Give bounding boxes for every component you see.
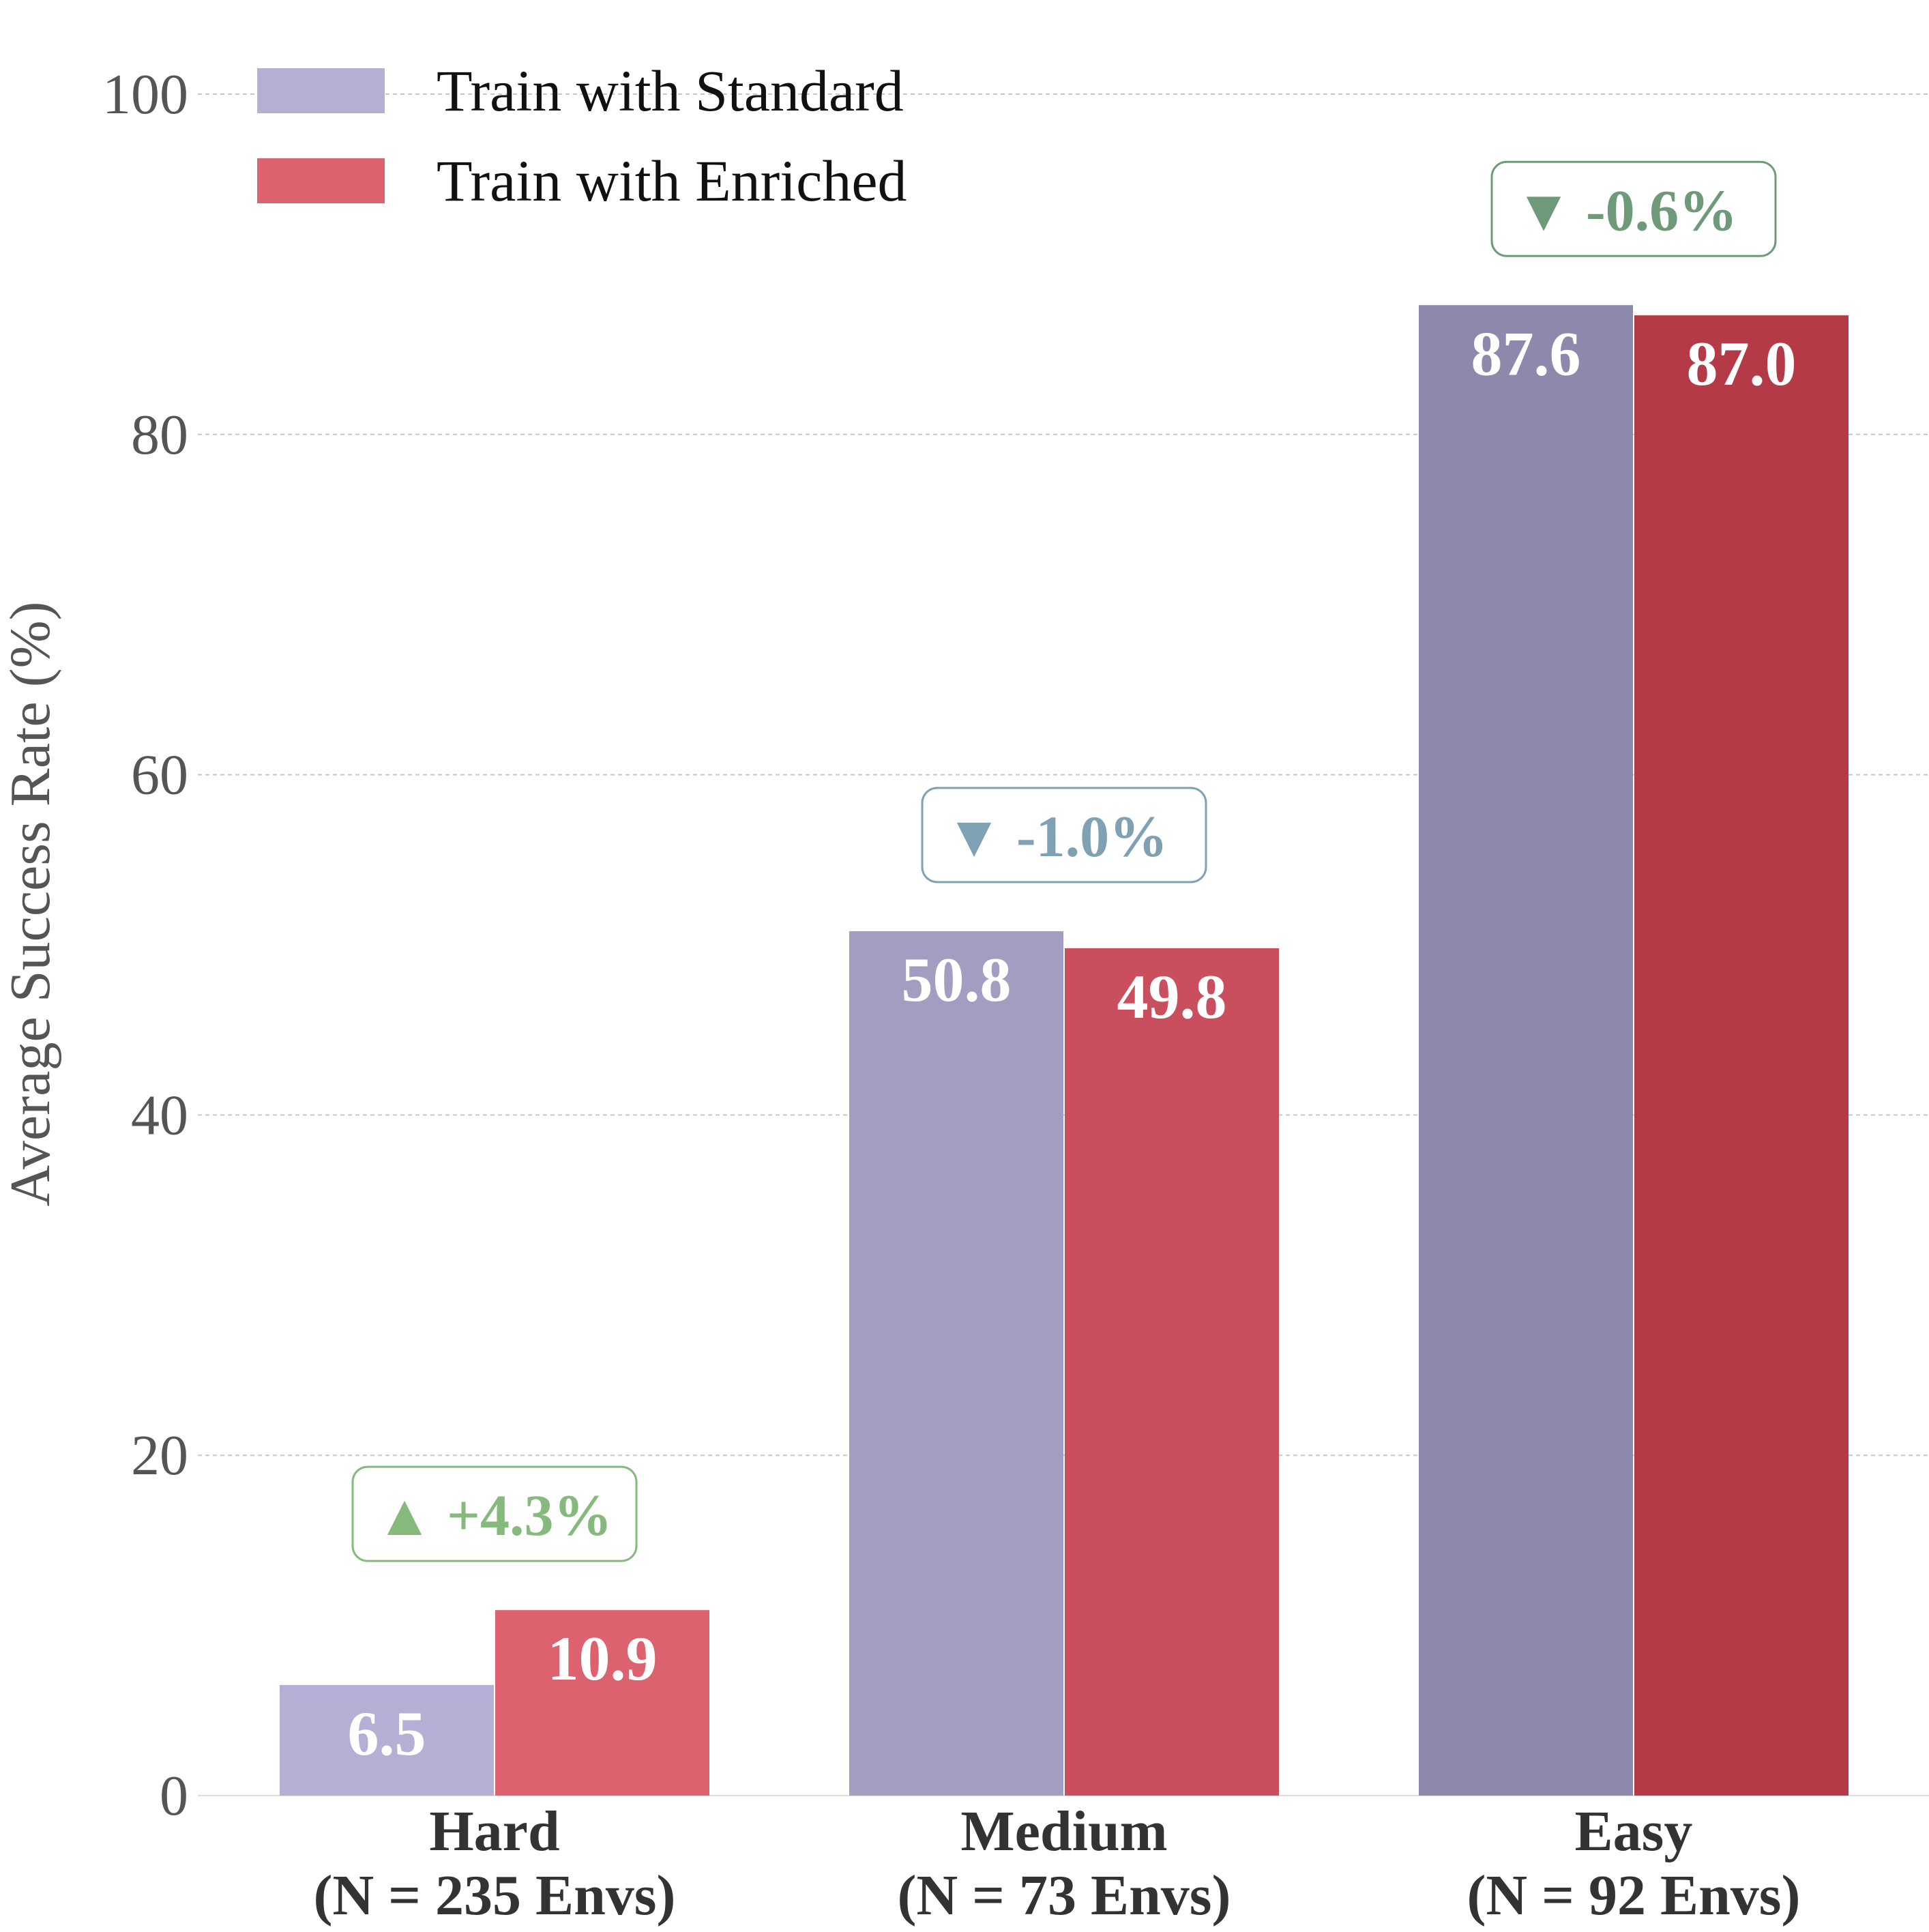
triangle-down-icon: ▼	[1514, 177, 1572, 243]
bar-value-label: 49.8	[1117, 962, 1227, 1031]
bar-value-label: 87.6	[1471, 319, 1581, 388]
bars	[280, 305, 1849, 1796]
bar-standard	[849, 931, 1063, 1796]
bar-enriched	[1634, 315, 1849, 1796]
delta-value: -0.6%	[1586, 177, 1737, 243]
legend-label: Train with Enriched	[437, 148, 907, 214]
legend-swatch	[257, 68, 385, 113]
x-category-sublabel: (N = 235 Envs)	[314, 1864, 676, 1927]
y-axis-label: Average Success Rate (%)	[0, 601, 62, 1206]
triangle-down-icon: ▼	[945, 804, 1003, 869]
x-category-label: Medium	[960, 1800, 1167, 1863]
y-tick-label: 80	[131, 403, 188, 467]
legend-swatch	[257, 158, 385, 203]
y-tick-label: 20	[131, 1424, 188, 1487]
bar-value-label: 6.5	[348, 1699, 426, 1768]
delta-box	[1490, 160, 1777, 257]
legend: Train with Standard Train with Enriched	[257, 58, 907, 214]
x-category-label: Hard	[429, 1800, 559, 1863]
bar-standard	[280, 1684, 494, 1796]
legend-label: Train with Standard	[437, 58, 904, 123]
y-tick-label: 0	[160, 1764, 188, 1828]
x-category-label: Easy	[1575, 1800, 1693, 1863]
y-tick-label: 60	[131, 744, 188, 807]
bar-enriched	[495, 1610, 709, 1796]
delta-box	[921, 787, 1207, 883]
y-tick-label: 100	[102, 63, 188, 126]
bar-value-labels: 6.5 10.9 50.8 49.8 87.6 87.0	[348, 319, 1797, 1768]
delta-box	[351, 1465, 638, 1562]
bar-value-label: 50.8	[902, 945, 1012, 1014]
delta-annotations: ▲ +4.3%▼ -1.0%▼ -0.6%	[351, 160, 1777, 1562]
delta-value: -1.0%	[1016, 804, 1168, 869]
delta-value: +4.3%	[447, 1482, 613, 1548]
y-axis-ticks: 0 20 40 60 80 100	[102, 63, 188, 1828]
y-tick-label: 40	[131, 1083, 188, 1147]
bar-standard	[1419, 305, 1633, 1796]
bar-value-label: 10.9	[548, 1624, 658, 1693]
x-category-sublabel: (N = 92 Envs)	[1467, 1864, 1801, 1927]
triangle-up-icon: ▲	[375, 1482, 433, 1548]
x-category-sublabel: (N = 73 Envs)	[898, 1864, 1231, 1927]
bar-enriched	[1065, 948, 1279, 1796]
bar-value-label: 87.0	[1687, 329, 1797, 398]
x-axis-categories: Hard(N = 235 Envs) Medium(N = 73 Envs) Eas…	[314, 1800, 1801, 1927]
